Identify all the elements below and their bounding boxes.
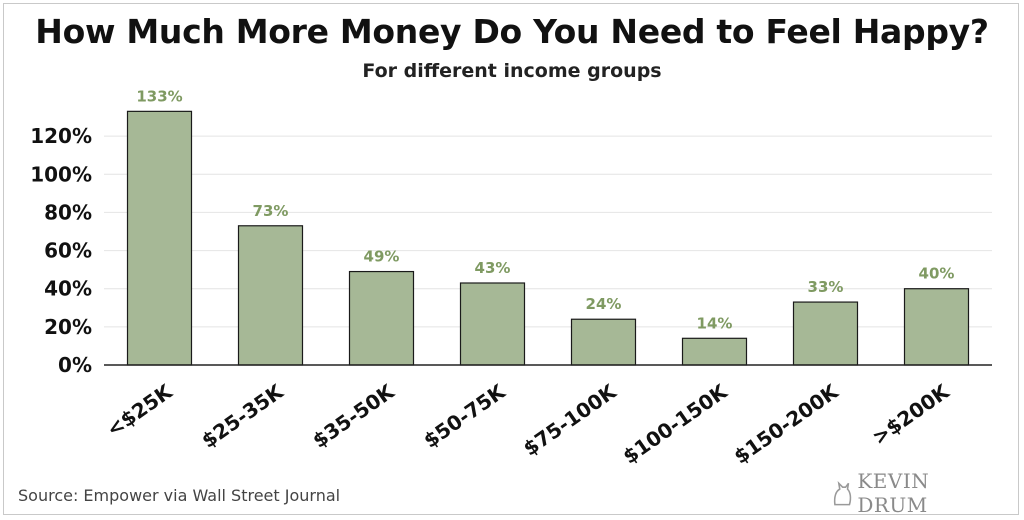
y-axis-ticks: 0% 20% 40% 60% 80% 100% 120%	[30, 124, 92, 377]
y-tick-label: 80%	[44, 200, 92, 224]
y-tick-label: 40%	[44, 277, 92, 301]
cat-icon	[833, 481, 852, 506]
bar	[237, 225, 304, 366]
y-tick-label: 0%	[58, 353, 92, 377]
source-note: Source: Empower via Wall Street Journal	[18, 486, 341, 505]
category-label: $150-200K	[729, 379, 843, 469]
category-label: $50-75K	[419, 379, 510, 453]
bars	[126, 110, 970, 366]
data-label: 14%	[697, 314, 733, 332]
bar	[459, 282, 526, 366]
bar	[570, 318, 637, 366]
data-labels: 133% 73% 49% 43% 24% 14% 33% 40%	[136, 87, 954, 332]
grid-lines	[104, 135, 992, 366]
category-label: <$25K	[102, 379, 178, 442]
y-tick-label: 60%	[44, 239, 92, 263]
bar	[681, 337, 748, 366]
bar	[126, 110, 193, 366]
bar	[903, 288, 970, 366]
category-labels: <$25K $25-35K $35-50K $50-75K $75-100K$100-1…	[102, 379, 955, 469]
data-label: 40%	[919, 265, 955, 283]
y-tick-label: 100%	[30, 162, 92, 186]
chart-subtitle: For different income groups	[362, 60, 662, 82]
category-label: $75-100K	[519, 379, 622, 461]
bar	[348, 270, 415, 366]
data-label: 43%	[475, 259, 511, 277]
category-label: $35-50K	[308, 379, 399, 453]
chart-frame	[3, 3, 1019, 515]
chart-title: How Much More Money Do You Need to Feel …	[35, 12, 989, 51]
data-label: 49%	[364, 248, 400, 266]
brand-logo: KEVIN DRUM	[832, 469, 1002, 517]
data-label: 133%	[136, 87, 182, 105]
logo-text: KEVIN DRUM	[857, 469, 930, 517]
category-label: $100-150K	[618, 379, 732, 469]
category-label: $25-35K	[197, 379, 288, 453]
bar	[792, 301, 859, 366]
data-label: 33%	[808, 278, 844, 296]
y-tick-label: 20%	[44, 315, 92, 339]
y-tick-label: 120%	[30, 124, 92, 148]
data-label: 24%	[586, 295, 622, 313]
category-label: >$200K	[868, 379, 955, 450]
data-label: 73%	[253, 202, 289, 220]
